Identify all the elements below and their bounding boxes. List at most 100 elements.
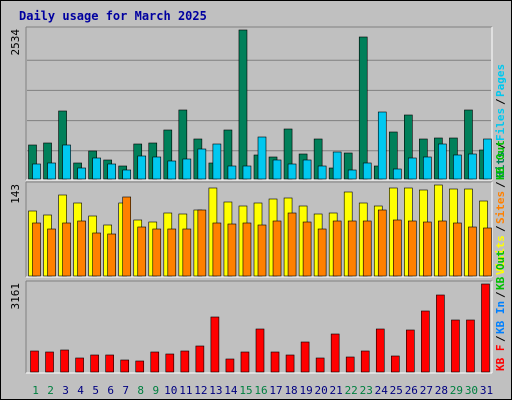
bar-files-day-30 bbox=[468, 153, 477, 180]
day-label-16: 16 bbox=[254, 384, 267, 397]
bar-sites-day-9 bbox=[152, 228, 162, 277]
day-label-23: 23 bbox=[360, 384, 373, 397]
bar-kbytes-day-1 bbox=[30, 350, 39, 373]
day-label-25: 25 bbox=[390, 384, 403, 397]
bar-kbytes-day-6 bbox=[105, 354, 114, 373]
legend-item: KB F bbox=[494, 345, 507, 372]
bar-files-day-31 bbox=[483, 138, 492, 180]
bar-kbytes-day-24 bbox=[375, 328, 385, 373]
bar-sites-day-16 bbox=[257, 224, 267, 277]
legend-item: Hits bbox=[494, 152, 507, 179]
bar-files-day-24 bbox=[377, 111, 387, 180]
bar-kbytes-day-25 bbox=[390, 355, 400, 373]
bar-files-day-10 bbox=[167, 160, 177, 180]
bar-sites-day-12 bbox=[197, 209, 207, 277]
bar-sites-day-4 bbox=[77, 220, 86, 277]
bar-sites-day-13 bbox=[212, 222, 222, 277]
bar-sites-day-3 bbox=[62, 222, 71, 277]
bar-kbytes-day-9 bbox=[150, 351, 160, 373]
bar-kbytes-day-27 bbox=[421, 310, 430, 373]
bar-sites-day-28 bbox=[438, 220, 447, 277]
bar-files-day-14 bbox=[227, 165, 237, 180]
bar-files-day-6 bbox=[107, 163, 116, 180]
bar-files-day-4 bbox=[77, 167, 86, 180]
day-label-15: 15 bbox=[239, 384, 252, 397]
bar-sites-day-18 bbox=[287, 212, 297, 277]
bar-files-day-28 bbox=[438, 143, 447, 180]
bar-sites-day-21 bbox=[332, 220, 342, 277]
legend-2: KB F/KB In/KB Out bbox=[494, 250, 507, 371]
bar-hits-day-15 bbox=[238, 29, 248, 180]
bar-kbytes-day-10 bbox=[165, 353, 175, 373]
day-label-1: 1 bbox=[32, 384, 39, 397]
day-label-17: 17 bbox=[269, 384, 282, 397]
bar-files-day-5 bbox=[92, 157, 101, 180]
bar-files-day-26 bbox=[408, 157, 417, 180]
legend-item: KB In bbox=[494, 301, 507, 334]
bar-sites-day-31 bbox=[483, 227, 492, 277]
bar-files-day-9 bbox=[152, 156, 162, 180]
bar-kbytes-day-31 bbox=[481, 283, 490, 373]
legend-item: / bbox=[494, 181, 507, 188]
day-label-5: 5 bbox=[92, 384, 99, 397]
day-label-26: 26 bbox=[405, 384, 418, 397]
bar-kbytes-day-8 bbox=[135, 360, 145, 373]
bar-sites-day-2 bbox=[47, 228, 56, 277]
bar-kbytes-day-16 bbox=[255, 328, 265, 373]
bar-sites-day-25 bbox=[392, 219, 402, 277]
bar-kbytes-day-21 bbox=[330, 333, 340, 373]
bar-sites-day-27 bbox=[423, 221, 432, 277]
day-label-28: 28 bbox=[435, 384, 448, 397]
bar-files-day-25 bbox=[392, 168, 402, 180]
day-label-20: 20 bbox=[315, 384, 328, 397]
bar-kbytes-day-3 bbox=[60, 349, 69, 373]
day-label-22: 22 bbox=[345, 384, 358, 397]
bar-files-day-8 bbox=[137, 155, 147, 180]
bar-files-day-16 bbox=[257, 136, 267, 180]
y-max-label-0: 2534 bbox=[9, 29, 22, 56]
day-label-8: 8 bbox=[137, 384, 144, 397]
day-label-19: 19 bbox=[299, 384, 312, 397]
bar-kbytes-day-14 bbox=[225, 358, 235, 373]
legend-item: / bbox=[494, 142, 507, 149]
bar-files-day-17 bbox=[272, 159, 282, 180]
day-label-3: 3 bbox=[62, 384, 69, 397]
day-label-7: 7 bbox=[122, 384, 129, 397]
bar-kbytes-day-30 bbox=[466, 319, 475, 373]
legend-item: KB Out bbox=[494, 250, 507, 290]
legend-item: / bbox=[494, 291, 507, 298]
bar-kbytes-day-23 bbox=[360, 350, 370, 373]
bar-files-day-19 bbox=[302, 159, 312, 180]
bar-files-day-18 bbox=[287, 163, 297, 180]
legend-1: Visits/Sites/KB Out bbox=[494, 140, 507, 275]
bar-sites-day-20 bbox=[317, 228, 327, 277]
bar-kbytes-day-28 bbox=[436, 294, 445, 373]
legend-item: Files bbox=[494, 108, 507, 141]
day-label-24: 24 bbox=[375, 384, 389, 397]
bar-files-day-29 bbox=[453, 154, 462, 180]
bar-files-day-21 bbox=[332, 151, 342, 180]
day-label-2: 2 bbox=[47, 384, 54, 397]
day-labels: 1 2 3 4 5 6 7 8 9 10 11 12 13 14 15 16 17 18 19 20 21 22 23 24 2… bbox=[32, 384, 493, 397]
bar-files-day-15 bbox=[242, 165, 252, 180]
bar-files-day-23 bbox=[362, 162, 372, 180]
legend-item: Sites bbox=[494, 191, 507, 224]
legend-item: Pages bbox=[494, 64, 507, 97]
bar-sites-day-30 bbox=[468, 226, 477, 277]
day-label-13: 13 bbox=[209, 384, 222, 397]
bar-kbytes-day-13 bbox=[210, 316, 220, 373]
bar-files-day-11 bbox=[182, 158, 192, 180]
day-label-9: 9 bbox=[152, 384, 159, 397]
day-label-31: 31 bbox=[480, 384, 493, 397]
bar-kbytes-day-26 bbox=[406, 329, 415, 373]
bar-kbytes-day-4 bbox=[75, 357, 84, 373]
legend-item: / bbox=[494, 98, 507, 105]
bar-sites-day-1 bbox=[32, 222, 41, 277]
day-label-27: 27 bbox=[420, 384, 433, 397]
bar-files-day-2 bbox=[47, 162, 56, 180]
bar-sites-day-26 bbox=[408, 220, 417, 277]
bar-sites-day-19 bbox=[302, 221, 312, 277]
bar-sites-day-7 bbox=[122, 196, 132, 277]
